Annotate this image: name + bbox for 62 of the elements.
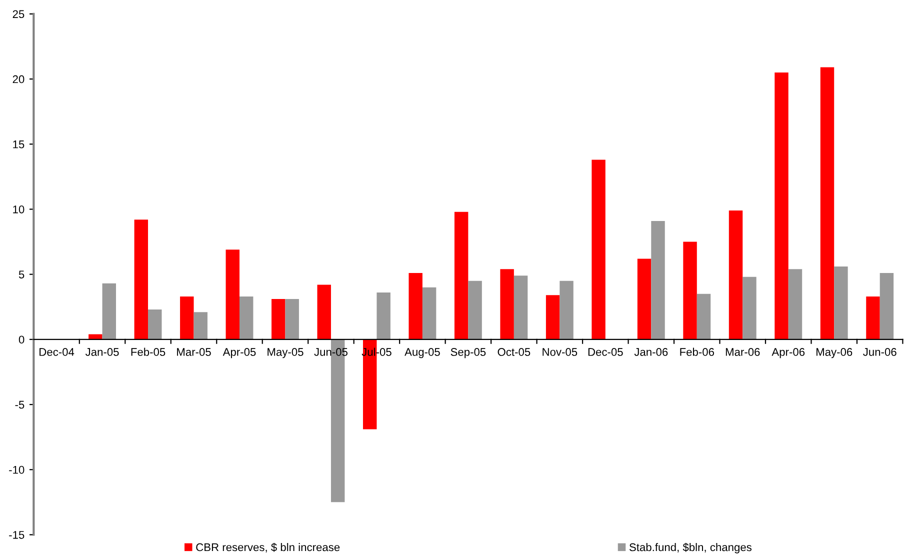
x-tick-label: May-05 [268,348,304,358]
bar [88,334,102,340]
y-tick-label: 15 [13,140,24,148]
x-tick-label: Jun-05 [314,348,348,356]
bar [272,299,286,340]
bar [834,266,848,340]
y-tick-label: 0 [18,336,24,344]
x-tick-label: Jan-06 [634,348,668,356]
bar [408,273,422,340]
x-tick-label: Oct-05 [498,348,530,356]
bar [820,67,834,340]
bar [546,295,560,340]
x-tick-label: Nov-05 [542,348,578,356]
y-tick-label: 20 [12,75,24,84]
x-tick-label: Apr-06 [772,348,805,358]
x-tick-label: Feb-06 [680,348,714,356]
legend-label: CBR reserves, $ bln increase [196,542,340,552]
bar [285,299,299,340]
bar [180,296,194,340]
bar [317,284,331,340]
x-tick-label: Aug-05 [404,348,440,358]
y-tick-label: 10 [13,205,24,214]
bar [651,220,665,340]
bar [376,292,390,340]
x-tick-label: Jun-06 [863,348,896,356]
legend-label: Stab.fund, $bln, changes [629,542,752,554]
bar [683,242,697,340]
x-tick-label: Dec-04 [40,348,74,356]
bar [194,312,208,340]
bar [696,294,711,340]
bar [560,280,574,340]
x-tick-label: Sep-05 [450,348,486,358]
y-tick-label: -10 [9,466,24,474]
x-tick-label: May-06 [816,348,852,358]
bar [637,258,652,340]
bar [148,309,162,340]
bar [240,296,254,340]
bar [592,160,606,340]
bar [468,280,482,340]
y-tick-label: -15 [9,531,24,539]
bar [728,210,743,340]
y-tick-label: 25 [12,10,24,18]
x-tick-label: Mar-05 [177,348,211,356]
bar [514,276,528,340]
bar [788,269,802,340]
bar [742,276,756,340]
x-tick-label: Feb-05 [131,348,166,356]
bar [880,273,894,340]
bar [102,283,116,340]
y-tick-label: -5 [15,400,24,409]
bar [454,212,468,340]
x-tick-label: Dec-05 [588,348,623,356]
bar [226,250,240,340]
y-tick-label: 5 [18,270,24,278]
bar [774,72,788,340]
bar [500,269,514,340]
bar [134,220,148,340]
x-tick-label: Apr-05 [222,348,256,358]
bar [866,296,880,340]
x-tick-label: Mar-06 [726,348,760,356]
x-tick-label: Jan-05 [85,348,119,356]
bar [422,287,436,340]
